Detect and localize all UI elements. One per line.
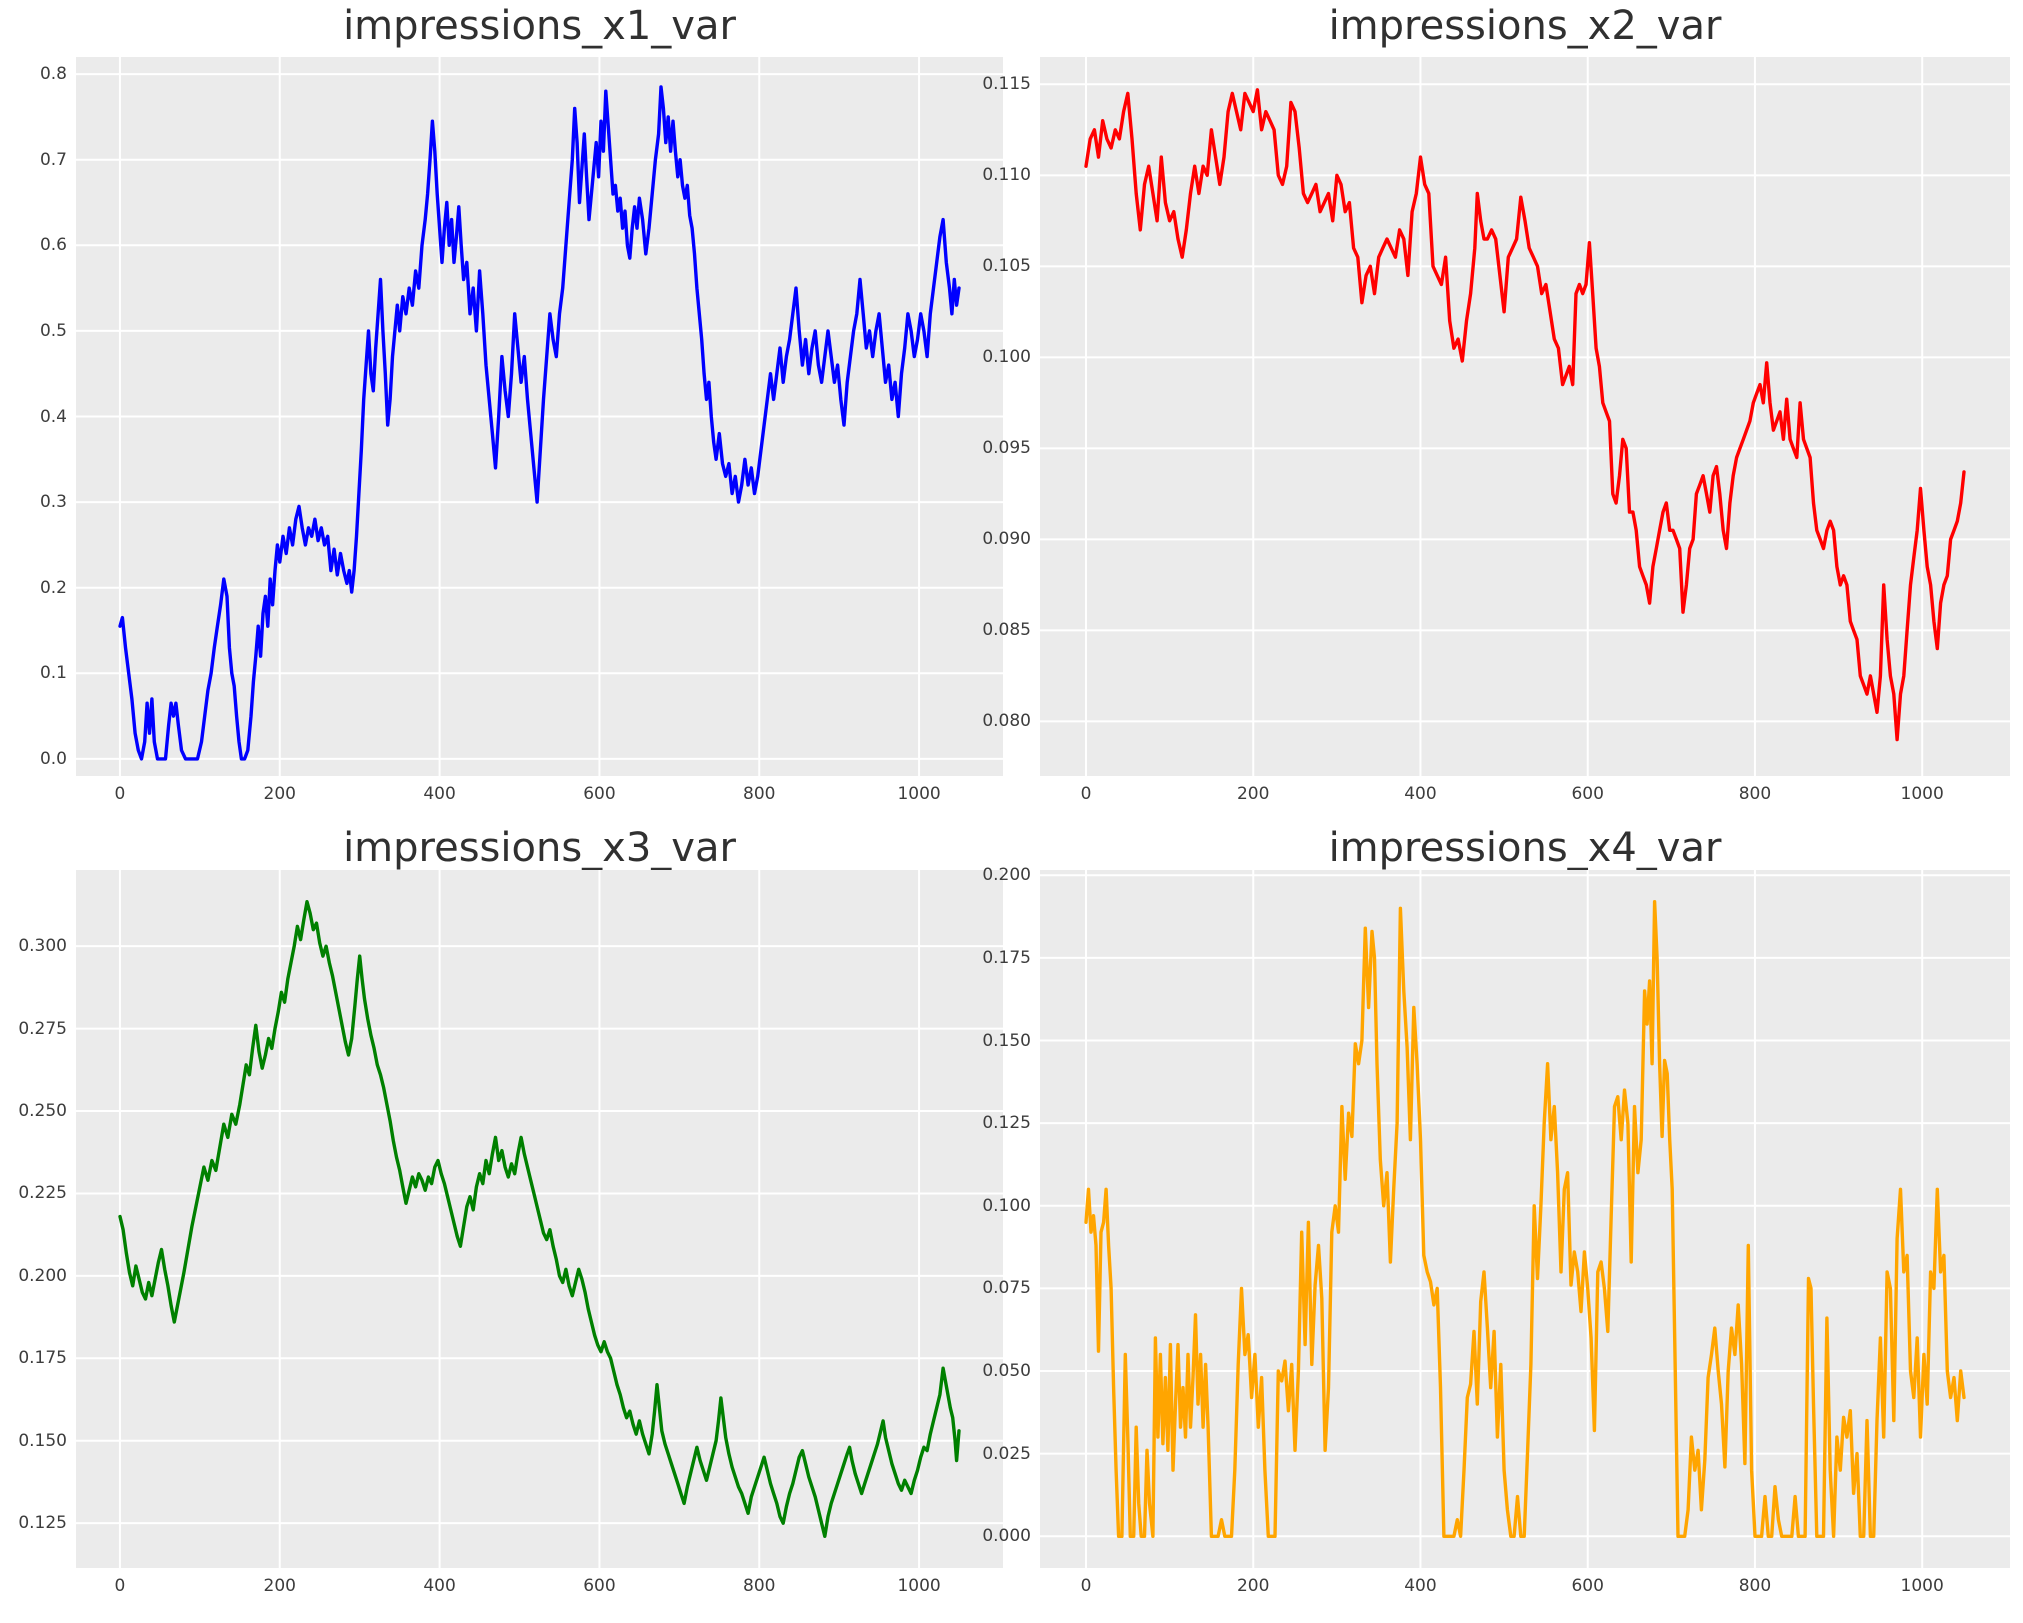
data-line (118, 85, 961, 761)
x-tick-label: 400 (423, 784, 456, 804)
y-tick-label: 0.115 (982, 74, 1031, 95)
plot-area (76, 57, 1003, 776)
y-tick-label: 0.8 (39, 64, 67, 85)
y-tick-label: 0.110 (982, 165, 1031, 186)
line-chart-canvas (1040, 57, 2010, 776)
data-line (1084, 88, 1966, 742)
y-tick-label: 0.085 (982, 620, 1031, 641)
x-tick-label: 800 (1738, 784, 1772, 804)
x-tick-label: 600 (583, 1576, 616, 1596)
x-tick-label: 1000 (1900, 784, 1944, 804)
x-tick-label: 0 (1080, 1576, 1092, 1596)
data-line (1084, 900, 1966, 1538)
x-tick-label: 0 (114, 1576, 126, 1596)
x-tick-label: 200 (263, 1576, 296, 1596)
line-chart-canvas (76, 870, 1003, 1568)
plot-background (1040, 870, 2010, 1568)
y-tick-label: 0.095 (982, 438, 1031, 459)
y-tick-label: 0.1 (39, 663, 67, 684)
y-tick-label: 0.080 (982, 711, 1031, 732)
subplot-impressions-x2-var: impressions_x2_var 0 200 400 600 800 1000 0.08… (982, 0, 2023, 812)
chart-title: impressions_x2_var (1328, 3, 1722, 49)
y-tick-label: 0.200 (18, 1265, 67, 1286)
x-tick-label: 800 (743, 784, 776, 804)
chart-title: impressions_x3_var (343, 825, 736, 871)
chart-title: impressions_x1_var (343, 3, 736, 49)
x-tick-label: 0 (1080, 784, 1092, 804)
y-tick-label: 0.050 (982, 1361, 1031, 1382)
gridlines (1040, 57, 2010, 776)
x-tick-label: 600 (1571, 1576, 1604, 1596)
x-tick-label: 400 (1404, 1576, 1437, 1596)
plot-area (76, 870, 1003, 1568)
line-chart-canvas (76, 57, 1003, 776)
y-tick-label: 0.125 (982, 1113, 1031, 1134)
subplot-impressions-x3-var: impressions_x3_var 0 200 400 600 800 1000 0.12… (0, 812, 1011, 1623)
y-tick-label: 0.6 (39, 235, 67, 256)
x-tick-label: 800 (1738, 1576, 1772, 1596)
y-tick-label: 0.7 (39, 149, 67, 170)
y-tick-label: 0.125 (18, 1513, 67, 1534)
y-tick-label: 0.200 (982, 865, 1031, 886)
plot-area (1040, 870, 2010, 1568)
y-tick-label: 0.4 (39, 406, 67, 427)
plot-area (1040, 57, 2010, 776)
y-tick-label: 0.2 (39, 577, 67, 598)
x-tick-label: 1000 (897, 784, 941, 804)
subplot-impressions-x4-var: impressions_x4_var 0 200 400 600 800 1000 0.00… (982, 812, 2023, 1623)
chart-title: impressions_x4_var (1328, 825, 1722, 871)
y-tick-label: 0.105 (982, 256, 1031, 277)
y-tick-label: 0.3 (39, 492, 67, 513)
x-tick-label: 0 (114, 784, 126, 804)
x-tick-label: 800 (743, 1576, 776, 1596)
y-tick-label: 0.100 (982, 347, 1031, 368)
line-chart-canvas (1040, 870, 2010, 1568)
y-tick-label: 0.275 (18, 1018, 67, 1039)
y-tick-label: 0.150 (18, 1430, 67, 1451)
x-tick-label: 200 (263, 784, 296, 804)
y-tick-label: 0.300 (18, 936, 67, 957)
x-tick-label: 1000 (897, 1576, 941, 1596)
y-tick-label: 0.075 (982, 1278, 1031, 1299)
y-tick-label: 0.100 (982, 1195, 1031, 1216)
y-tick-label: 0.025 (982, 1443, 1031, 1464)
x-tick-label: 400 (423, 1576, 456, 1596)
subplot-impressions-x1-var: impressions_x1_var 0 200 400 600 800 1000 0.0 0… (0, 0, 1011, 812)
plot-background (1040, 57, 2010, 776)
y-tick-label: 0.090 (982, 529, 1031, 550)
y-tick-label: 0.175 (982, 947, 1031, 968)
data-line (118, 900, 961, 1538)
x-tick-label: 200 (1236, 784, 1270, 804)
y-tick-label: 0.175 (18, 1348, 67, 1369)
x-tick-label: 1000 (1900, 1576, 1944, 1596)
y-tick-label: 0.0 (39, 748, 67, 769)
y-tick-label: 0.000 (982, 1526, 1031, 1547)
gridlines (76, 870, 1003, 1568)
y-tick-label: 0.250 (18, 1101, 67, 1122)
x-tick-label: 600 (1571, 784, 1604, 804)
y-tick-label: 0.150 (982, 1030, 1031, 1051)
x-tick-label: 600 (583, 784, 616, 804)
x-tick-label: 400 (1404, 784, 1437, 804)
y-tick-label: 0.5 (39, 320, 67, 341)
y-tick-label: 0.225 (18, 1183, 67, 1204)
x-tick-label: 200 (1236, 1576, 1270, 1596)
